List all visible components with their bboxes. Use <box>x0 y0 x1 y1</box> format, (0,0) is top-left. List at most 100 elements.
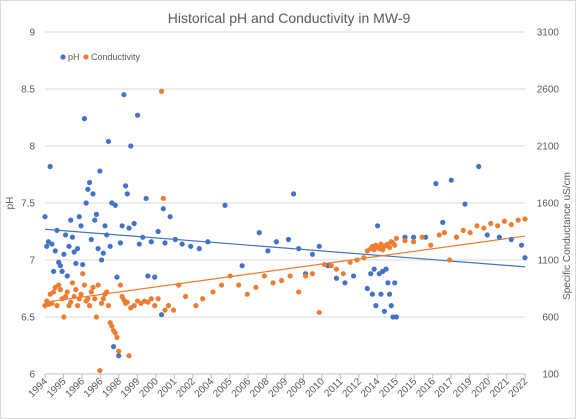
ph-point <box>140 234 146 240</box>
conductivity-point <box>76 296 82 302</box>
ph-point <box>484 232 490 238</box>
x-tick-label: 2017 <box>433 376 457 400</box>
conductivity-point <box>333 266 340 272</box>
ph-point <box>152 274 158 280</box>
x-tick-label: 1996 <box>64 376 88 400</box>
conductivity-point <box>218 282 225 288</box>
conductivity-point <box>73 287 79 293</box>
conductivity-point <box>148 296 154 302</box>
ph-point <box>49 241 55 247</box>
conductivity-point <box>124 299 130 305</box>
conductivity-point <box>354 257 360 263</box>
y-tick-label: 8.5 <box>21 85 35 96</box>
y-tick-label: 7.5 <box>21 199 35 210</box>
x-tick-label: 1995 <box>45 376 69 400</box>
x-tick-label: 2002 <box>174 376 198 400</box>
ph-point <box>155 228 161 235</box>
ph-point <box>433 181 439 187</box>
ph-point <box>100 250 106 256</box>
ph-point <box>172 236 178 243</box>
conductivity-point <box>152 303 158 309</box>
ph-point <box>179 241 185 247</box>
y2-tick-label: 3100 <box>537 28 560 39</box>
ph-point <box>80 261 86 268</box>
conductivity-point <box>302 273 309 279</box>
conductivity-point <box>50 289 57 295</box>
conductivity-point <box>261 273 268 279</box>
legend: pH Conductivity <box>60 52 141 62</box>
ph-point <box>98 257 105 263</box>
ph-point <box>386 291 393 297</box>
y-axis-title: pH <box>5 197 16 210</box>
x-tick-label: 2020 <box>470 376 494 400</box>
conductivity-point <box>386 244 393 251</box>
conductivity-point <box>95 282 101 288</box>
conductivity-point <box>210 289 216 295</box>
y-tick-label: 9 <box>29 28 35 39</box>
ph-point <box>167 214 173 220</box>
conductivity-point <box>316 309 322 316</box>
y-axis-right: 100 600 1100 1600 2100 2600 3100 <box>537 28 560 381</box>
x-tick-label: 2014 <box>359 376 383 400</box>
x-tick-label: 2015 <box>377 376 401 400</box>
ph-point <box>117 240 124 246</box>
ph-point <box>392 280 398 286</box>
ph-point <box>69 234 76 240</box>
ph-point <box>105 138 112 145</box>
conductivity-point <box>287 273 293 279</box>
ph-point <box>81 116 88 122</box>
ph-point <box>371 266 377 272</box>
conductivity-point <box>270 280 276 286</box>
conductivity-point <box>193 303 199 309</box>
conductivity-point <box>182 293 189 300</box>
ph-point <box>136 241 142 247</box>
conductivity-point <box>93 314 100 320</box>
x-tick-label: 2004 <box>193 376 217 400</box>
conductivity-point <box>446 257 453 263</box>
conductivity-point <box>347 259 353 265</box>
ph-point <box>385 280 391 286</box>
conductivity-point <box>86 303 93 309</box>
x-tick-label: 2006 <box>230 376 254 400</box>
trendline-ph <box>44 228 526 268</box>
ph-point <box>256 230 262 236</box>
ph-point <box>93 211 100 217</box>
conductivity-point <box>515 217 521 223</box>
conductivity-point <box>100 296 106 302</box>
y-tick-label: 7 <box>29 256 35 267</box>
conductivity-point <box>54 303 60 309</box>
ph-point <box>52 248 58 254</box>
ph-point <box>102 223 108 229</box>
conductivity-point <box>62 293 69 300</box>
ph-point <box>110 344 117 350</box>
ph-point <box>196 246 202 252</box>
ph-point <box>78 223 84 229</box>
x-tick-label: 2011 <box>323 376 346 399</box>
conductivity-point <box>474 223 480 229</box>
ph-point <box>42 214 48 220</box>
ph-point <box>350 273 357 279</box>
ph-point <box>104 232 110 238</box>
conductivity-point <box>56 282 62 288</box>
ph-point <box>114 274 120 280</box>
ph-point <box>143 195 149 202</box>
conductivity-point <box>494 223 501 229</box>
conductivity-point <box>501 218 508 224</box>
ph-point <box>121 92 127 98</box>
x-tick-label: 2021 <box>488 376 512 400</box>
conductivity-point <box>71 293 77 300</box>
conductivity-point <box>109 323 115 329</box>
ph-point <box>88 236 94 243</box>
conductivity-point <box>176 282 182 288</box>
data-points <box>42 88 528 374</box>
conductivity-point <box>69 280 76 286</box>
conductivity-point <box>402 238 408 244</box>
ph-point <box>369 291 376 297</box>
y-tick-label: 6.5 <box>21 313 35 324</box>
conductivity-point <box>97 367 103 374</box>
conductivity-point <box>460 227 466 233</box>
conductivity-point <box>116 348 122 354</box>
y2-axis-title: Specific Conductance uS/cm <box>562 172 573 300</box>
